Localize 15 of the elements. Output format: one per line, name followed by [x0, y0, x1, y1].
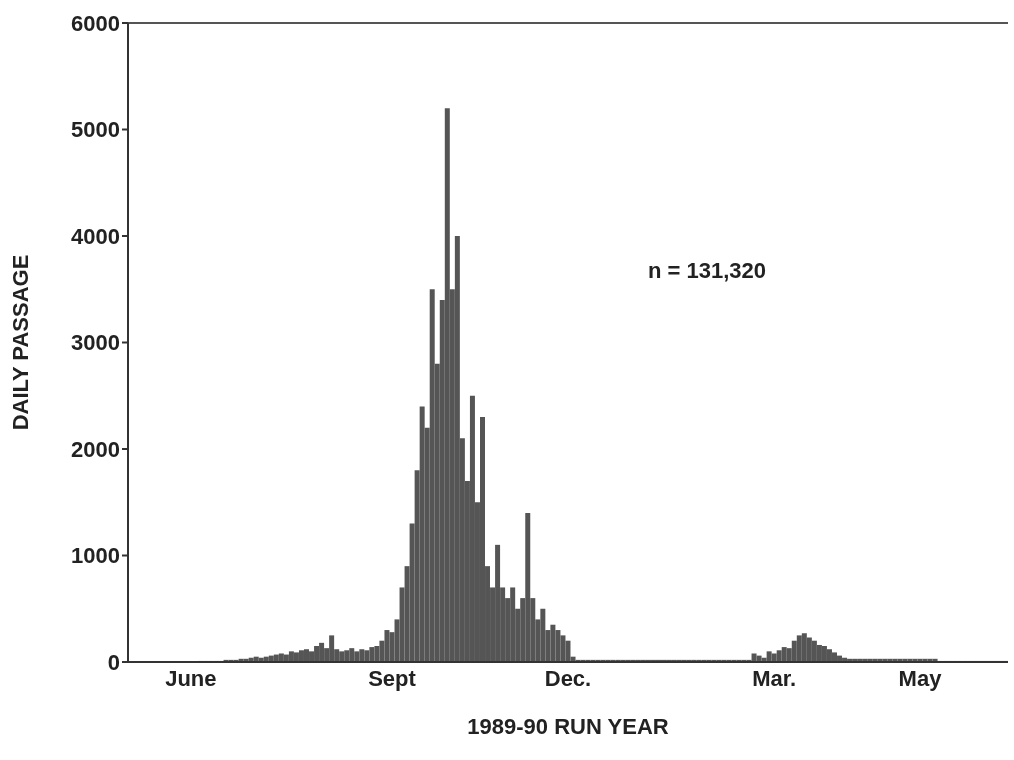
y-tick-label: 6000	[71, 10, 120, 36]
x-tick-label: Dec.	[544, 665, 592, 691]
annotation: n = 131,320	[648, 258, 767, 284]
y-tick-label: 3000	[71, 330, 120, 356]
y-tick-label: 0	[107, 649, 120, 675]
x-axis-title: 1989-90 RUN YEAR	[467, 714, 669, 739]
y-axis-title: DAILY PASSAGE	[7, 254, 33, 431]
y-tick-label: 5000	[71, 117, 120, 143]
x-tick-label: Sept	[368, 665, 417, 691]
y-tick-label: 1000	[71, 543, 120, 569]
y-tick-label: 4000	[71, 223, 120, 249]
x-tick-label: June	[165, 665, 217, 691]
x-tick-label: Mar.	[752, 665, 797, 691]
x-tick-label: May	[898, 665, 943, 691]
y-tick-label: 2000	[71, 436, 120, 462]
